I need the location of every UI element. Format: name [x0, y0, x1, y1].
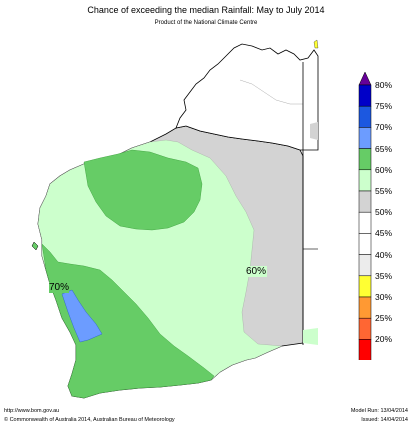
- legend-swatch: [358, 84, 372, 107]
- legend-label: 50%: [375, 207, 393, 218]
- legend-label: 70%: [375, 122, 393, 133]
- legend-swatch: [358, 127, 372, 149]
- neighbour-yellow-fleck: [313, 39, 319, 49]
- footer-model-run: Model Run: 13/04/2014: [350, 408, 408, 414]
- legend-swatch: [358, 148, 372, 171]
- legend-swatch: [358, 254, 372, 277]
- legend-swatch: [358, 275, 372, 298]
- legend-label: 35%: [375, 270, 393, 281]
- legend-swatch: [358, 317, 372, 340]
- map-label-60: 60%: [245, 266, 268, 277]
- legend-label: 55%: [375, 186, 393, 196]
- legend-label: 20%: [375, 334, 393, 345]
- zone-70-percent: [61, 289, 103, 343]
- zone-65-percent-north: [83, 149, 203, 231]
- legend-colorbar: [358, 71, 372, 360]
- legend-label: 75%: [375, 101, 393, 112]
- legend-swatch: [358, 190, 372, 213]
- northern-coastline: [175, 43, 319, 151]
- legend-swatch: [358, 339, 372, 360]
- footer-copyright: © Commonwealth of Australia 2014, Austra…: [4, 417, 175, 423]
- legend-swatch: [358, 211, 372, 234]
- map-title: Chance of exceeding the median Rainfall:…: [87, 5, 325, 15]
- legend-swatch: [358, 105, 372, 128]
- legend-swatch: [358, 296, 372, 319]
- map-subtitle: Product of the National Climate Centre: [154, 20, 258, 26]
- legend-label: 45%: [375, 228, 393, 239]
- legend-label: 40%: [375, 249, 393, 260]
- footer-issued: Issued: 14/04/2014: [361, 417, 408, 423]
- legend-label: 30%: [375, 292, 393, 302]
- legend-swatch: [358, 169, 372, 192]
- footer-url[interactable]: http://www.bom.gov.au: [4, 408, 60, 414]
- neighbour-green-sliver: [303, 328, 318, 345]
- legend-label: 60%: [375, 164, 393, 175]
- map-label-70: 70%: [49, 282, 70, 293]
- zone-65-percent-southwest: [41, 243, 215, 399]
- legend-swatch: [358, 233, 372, 255]
- legend-label: 25%: [375, 313, 393, 324]
- legend-arrow-top: [358, 71, 372, 86]
- northern-interior-boundary: [239, 79, 303, 105]
- coastal-island: [31, 241, 39, 251]
- neighbour-grey-sliver: [310, 122, 318, 140]
- legend-label: 65%: [375, 143, 393, 154]
- legend-label: 80%: [375, 80, 393, 90]
